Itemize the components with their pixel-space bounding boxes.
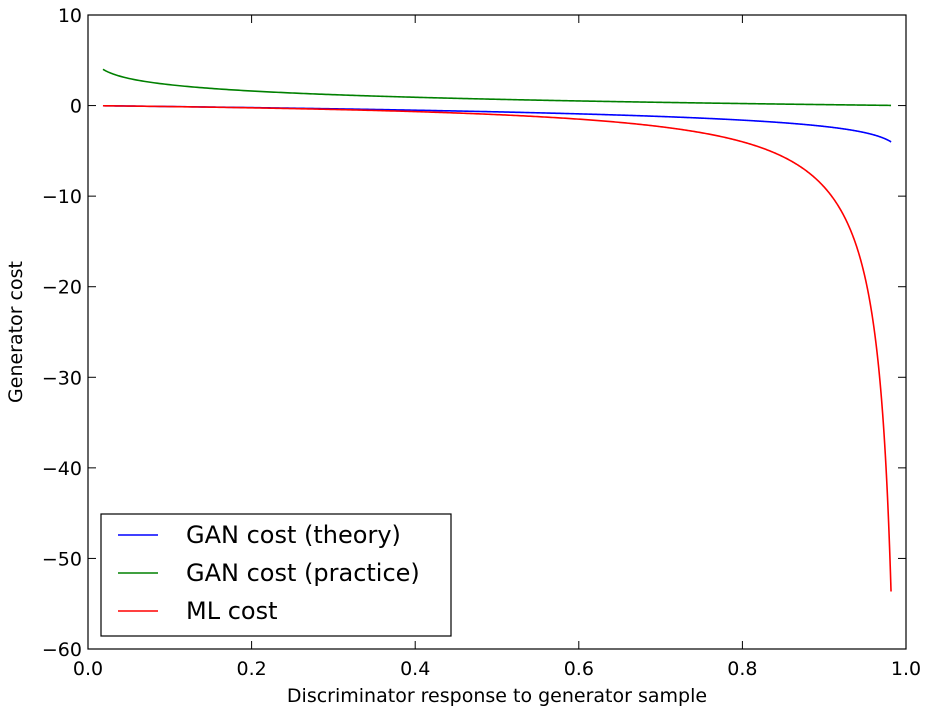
tick-layer: 0.0 0.2 0.4 0.6 0.8 1.0 10 0 −10 −20 −30 −40 −50 −60 <box>42 5 921 680</box>
y-axis-label: Generator cost <box>5 261 27 403</box>
y-tick-label: −50 <box>42 548 82 570</box>
series-line-ml-cost <box>102 104 892 592</box>
x-tick-label: 0.0 <box>73 658 103 680</box>
y-tick-label: −30 <box>42 367 82 389</box>
x-tick-label: 0.6 <box>564 658 594 680</box>
legend: GAN cost (theory) GAN cost (practice) ML… <box>100 513 452 637</box>
series-line-gan-cost-practice <box>102 68 892 107</box>
y-tick-label: 0 <box>70 96 82 118</box>
legend-label-ml: ML cost <box>186 597 278 625</box>
series-layer <box>102 68 892 592</box>
plot-frame <box>87 14 907 650</box>
y-tick-label: −40 <box>42 458 82 480</box>
legend-label-gan-practice: GAN cost (practice) <box>186 559 420 587</box>
x-tick-label: 0.2 <box>236 658 266 680</box>
y-tick-label: 10 <box>58 5 82 27</box>
x-tick-label: 0.8 <box>727 658 757 680</box>
x-tick-label: 1.0 <box>891 658 921 680</box>
legend-label-gan-theory: GAN cost (theory) <box>186 521 401 549</box>
y-tick-label: −60 <box>42 639 82 661</box>
legend-frame <box>100 513 452 637</box>
y-tick-label: −20 <box>42 277 82 299</box>
x-tick-label: 0.4 <box>400 658 430 680</box>
y-tick-label: −10 <box>42 186 82 208</box>
x-axis-label: Discriminator response to generator samp… <box>287 685 707 706</box>
